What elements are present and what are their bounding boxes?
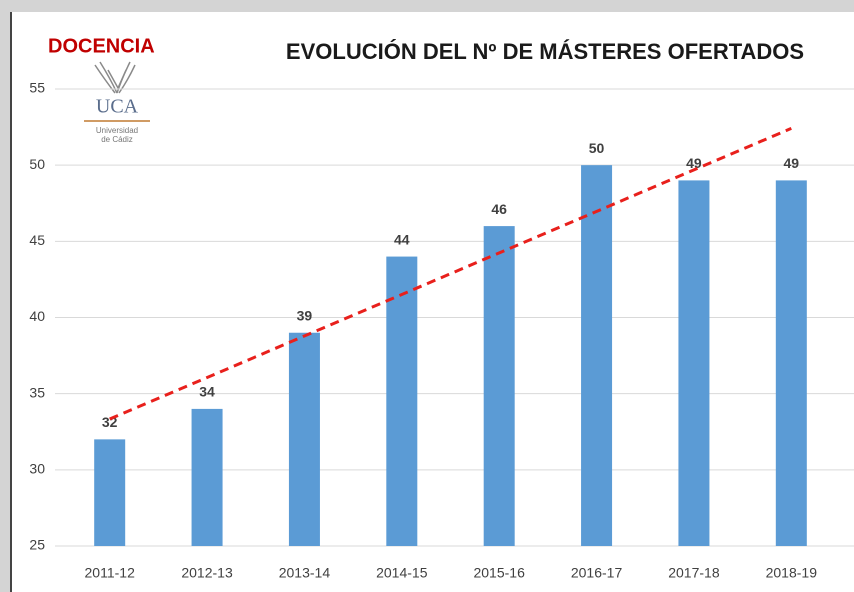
- x-tick-label: 2015-16: [473, 565, 525, 581]
- y-tick-label: 40: [29, 308, 45, 324]
- x-tick-label: 2016-17: [571, 565, 623, 581]
- logo-line: Universidad: [96, 126, 138, 135]
- x-tick-label: 2012-13: [181, 565, 233, 581]
- value-label: 49: [784, 155, 800, 171]
- logo-name: UCA: [96, 96, 139, 118]
- bar: [94, 439, 126, 546]
- chart-title: EVOLUCIÓN DEL Nº DE MÁSTERES OFERTADOS: [286, 39, 804, 64]
- x-tick-label: 2014-15: [376, 565, 428, 581]
- logo-icon: [94, 61, 136, 94]
- x-tick-label: 2013-14: [279, 565, 331, 581]
- section-label: DOCENCIA: [48, 35, 155, 57]
- bar: [386, 256, 418, 546]
- y-tick-label: 45: [29, 232, 45, 248]
- y-tick-label: 25: [29, 537, 45, 553]
- bar: [288, 332, 320, 546]
- y-tick-label: 35: [29, 384, 45, 400]
- x-tick-label: 2017-18: [668, 565, 720, 581]
- value-label: 39: [297, 307, 313, 323]
- trendline: [109, 126, 792, 421]
- x-tick-label: 2011-12: [85, 565, 136, 581]
- slide: [12, 12, 854, 592]
- bar: [191, 408, 223, 546]
- y-tick-label: 50: [29, 156, 45, 172]
- value-label: 50: [589, 140, 605, 156]
- value-label: 46: [491, 201, 507, 217]
- logo-line: de Cádiz: [101, 135, 133, 144]
- bar: [581, 165, 613, 546]
- value-label: 49: [686, 155, 702, 171]
- y-tick-label: 30: [29, 461, 45, 477]
- bar: [678, 180, 710, 546]
- bar: [775, 180, 807, 546]
- bar: [483, 226, 515, 546]
- value-label: 44: [394, 231, 410, 247]
- value-label: 34: [199, 384, 215, 400]
- x-tick-label: 2018-19: [766, 565, 818, 581]
- y-tick-label: 55: [29, 80, 45, 96]
